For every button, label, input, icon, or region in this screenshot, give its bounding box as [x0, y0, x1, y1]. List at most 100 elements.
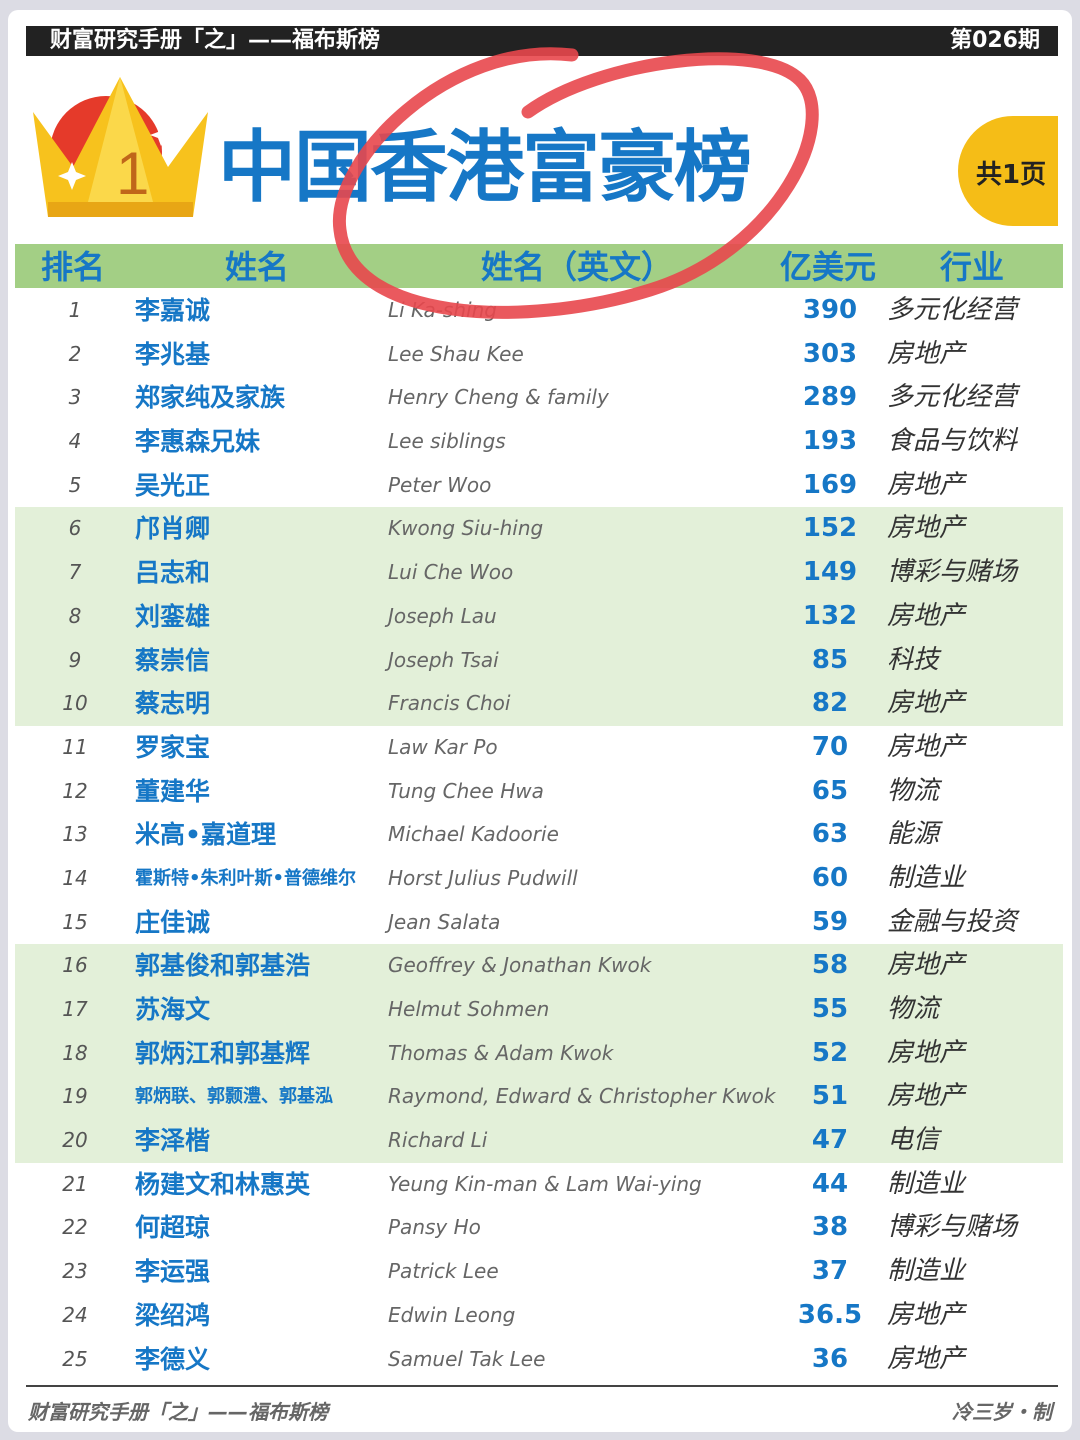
name-cn: 庄佳诚	[135, 907, 211, 937]
name-cn: 刘銮雄	[135, 601, 211, 631]
net-worth: 303	[802, 338, 858, 369]
industry: 电信	[887, 1125, 940, 1156]
name-en: Lee siblings	[388, 429, 506, 454]
industry: 房地产	[887, 1343, 966, 1374]
table-row: 10 蔡志明 Francis Choi 82 房地产	[15, 682, 1063, 726]
table-row: 15 庄佳诚 Jean Salata 59 金融与投资	[15, 901, 1063, 945]
rank: 17	[62, 997, 88, 1021]
table-row: 16 郭基俊和郭基浩 Geoffrey & Jonathan Kwok 58 房…	[15, 944, 1063, 988]
name-en: Horst Julius Pudwill	[388, 865, 578, 890]
name-en: Li Ka-shing	[388, 298, 497, 322]
name-cn: 李惠森兄妹	[135, 427, 261, 457]
industry: 博彩与赌场	[887, 1212, 1018, 1243]
footer-divider	[26, 1385, 1058, 1387]
name-cn: 苏海文	[135, 995, 211, 1024]
name-cn: 梁绍鸿	[135, 1300, 211, 1330]
industry: 房地产	[887, 338, 966, 369]
rank: 13	[62, 822, 88, 847]
name-en: Raymond, Edward & Christopher Kwok	[388, 1084, 776, 1109]
industry: 房地产	[887, 513, 966, 544]
industry: 房地产	[887, 1299, 966, 1330]
rank: 24	[62, 1302, 88, 1327]
rank: 6	[68, 516, 82, 541]
name-en: Geoffrey & Jonathan Kwok	[388, 953, 652, 978]
page-count-badge: 共1页	[958, 116, 1058, 226]
net-worth: 152	[802, 513, 858, 544]
name-cn: 米高•嘉道理	[135, 820, 276, 850]
net-worth: 47	[811, 1125, 849, 1156]
name-cn: 李泽楷	[135, 1126, 211, 1156]
table-row: 24 梁绍鸿 Edwin Leong 36.5 房地产	[15, 1294, 1063, 1338]
name-cn: 郭基俊和郭基浩	[135, 951, 311, 981]
net-worth: 85	[811, 644, 849, 675]
net-worth: 44	[811, 1168, 849, 1199]
page-title: 中国香港富豪榜	[218, 123, 752, 213]
net-worth: 63	[811, 819, 849, 850]
industry: 能源	[887, 819, 940, 850]
net-worth: 390	[802, 295, 858, 325]
name-en: Kwong Siu-hing	[388, 516, 544, 541]
net-worth: 289	[802, 382, 858, 413]
industry: 制造业	[887, 862, 966, 893]
name-en: Helmut Sohmen	[388, 997, 550, 1021]
rank: 8	[68, 603, 82, 628]
net-worth: 36	[811, 1343, 849, 1374]
name-en: Yeung Kin-man & Lam Wai-ying	[388, 1171, 702, 1196]
rank: 25	[62, 1346, 88, 1371]
table-row: 21 杨建文和林惠英 Yeung Kin-man & Lam Wai-ying …	[15, 1163, 1063, 1207]
rank: 5	[68, 472, 82, 497]
name-en: Patrick Lee	[388, 1259, 499, 1284]
name-cn: 杨建文和林惠英	[135, 1169, 311, 1199]
net-worth: 59	[811, 906, 849, 937]
table-row: 23 李运强 Patrick Lee 37 制造业	[15, 1250, 1063, 1294]
name-en: Lui Che Woo	[388, 560, 514, 585]
industry: 科技	[887, 644, 940, 675]
name-en: Lee Shau Kee	[388, 341, 524, 366]
table-row: 8 刘銮雄 Joseph Lau 132 房地产	[15, 594, 1063, 639]
rank: 9	[68, 647, 82, 672]
name-en: Francis Choi	[388, 691, 511, 716]
col-industry: 行业	[940, 248, 1005, 286]
table-row: 9 蔡崇信 Joseph Tsai 85 科技	[15, 638, 1063, 683]
industry: 房地产	[887, 469, 966, 500]
table-row: 14 霍斯特•朱利叶斯•普德维尔 Horst Julius Pudwill 60…	[15, 857, 1063, 901]
rank: 7	[68, 560, 82, 585]
top-banner: 财富研究手册「之」——福布斯榜 第026期	[26, 26, 1058, 56]
col-name-en: 姓名（英文）	[481, 248, 674, 286]
name-en: Law Kar Po	[388, 734, 498, 759]
name-cn: 郑家纯及家族	[135, 383, 286, 413]
name-en: Peter Woo	[388, 472, 492, 497]
name-cn: 吴光正	[135, 470, 211, 500]
net-worth: 82	[811, 688, 849, 719]
table-row: 11 罗家宝 Law Kar Po 70 房地产	[15, 726, 1063, 770]
name-en: Michael Kadoorie	[388, 822, 559, 847]
name-cn: 董建华	[135, 776, 211, 806]
footer-author: 冷三岁・制	[952, 1400, 1052, 1424]
rank: 23	[62, 1259, 88, 1284]
rank: 19	[62, 1084, 88, 1109]
name-cn: 霍斯特•朱利叶斯•普德维尔	[135, 867, 357, 889]
industry: 房地产	[887, 1081, 966, 1112]
series-title: 财富研究手册「之」——福布斯榜	[50, 28, 381, 53]
col-value: 亿美元	[780, 248, 877, 286]
industry: 制造业	[887, 1256, 966, 1287]
rank: 20	[62, 1128, 88, 1153]
net-worth: 65	[811, 775, 849, 806]
industry: 多元化经营	[887, 295, 1018, 325]
rank: 10	[62, 691, 88, 716]
name-cn: 李运强	[135, 1257, 211, 1287]
net-worth: 70	[811, 731, 849, 762]
table-row: 19 郭炳联、郭颢澧、郭基泓 Raymond, Edward & Christo…	[15, 1075, 1063, 1120]
name-cn: 罗家宝	[135, 732, 211, 762]
net-worth: 36.5	[797, 1299, 863, 1330]
name-cn: 吕志和	[135, 558, 211, 588]
name-en: Joseph Tsai	[388, 647, 499, 672]
table-row: 2 李兆基 Lee Shau Kee 303 房地产	[15, 333, 1063, 377]
name-cn: 李兆基	[135, 339, 211, 369]
table-header: 排名 姓名 姓名（英文） 亿美元 行业	[15, 244, 1063, 288]
rank: 11	[62, 734, 88, 759]
industry: 房地产	[887, 731, 966, 762]
industry: 物流	[887, 994, 940, 1024]
name-en: Pansy Ho	[388, 1215, 481, 1240]
net-worth: 60	[811, 862, 849, 893]
